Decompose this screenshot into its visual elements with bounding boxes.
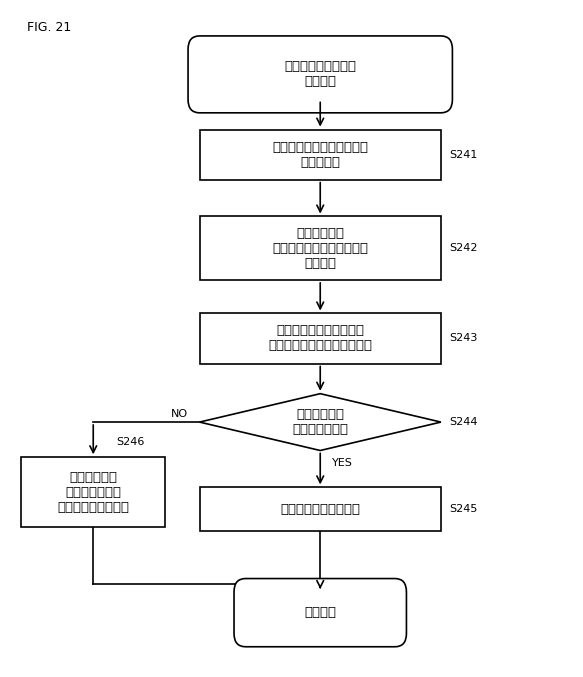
- Text: 検証結果、失敗データ、
および正解データを取得する: 検証結果、失敗データ、 および正解データを取得する: [268, 324, 372, 353]
- FancyBboxPatch shape: [188, 36, 452, 113]
- Bar: [199, 217, 441, 280]
- Text: S244: S244: [449, 417, 478, 427]
- Bar: [199, 487, 441, 531]
- Polygon shape: [199, 393, 441, 450]
- Text: 個人化関数を更新する: 個人化関数を更新する: [280, 502, 360, 515]
- Text: FIG. 21: FIG. 21: [27, 21, 71, 34]
- Text: 個人化関数更新処理
スタート: 個人化関数更新処理 スタート: [285, 60, 356, 89]
- Bar: [22, 457, 165, 527]
- Text: リターン: リターン: [304, 606, 336, 619]
- Text: YES: YES: [332, 458, 353, 468]
- Text: NO: NO: [171, 409, 188, 419]
- Text: S242: S242: [449, 243, 478, 253]
- Text: S243: S243: [449, 334, 478, 343]
- Text: S245: S245: [449, 504, 478, 514]
- Text: 個人化関数を
検証装置に出力して検証を
要求する: 個人化関数を 検証装置に出力して検証を 要求する: [272, 227, 368, 269]
- FancyBboxPatch shape: [234, 579, 406, 647]
- Text: 個人化関数に
問題がないか？: 個人化関数に 問題がないか？: [292, 408, 348, 436]
- Text: S241: S241: [449, 150, 478, 160]
- Bar: [199, 313, 441, 364]
- Bar: [199, 129, 441, 179]
- Text: 記憶されている個人化関数
を読み出す: 記憶されている個人化関数 を読み出す: [272, 141, 368, 169]
- Text: 失敗データと
正解データとを
フィードバックする: 失敗データと 正解データとを フィードバックする: [57, 471, 129, 514]
- Text: S246: S246: [116, 437, 145, 447]
